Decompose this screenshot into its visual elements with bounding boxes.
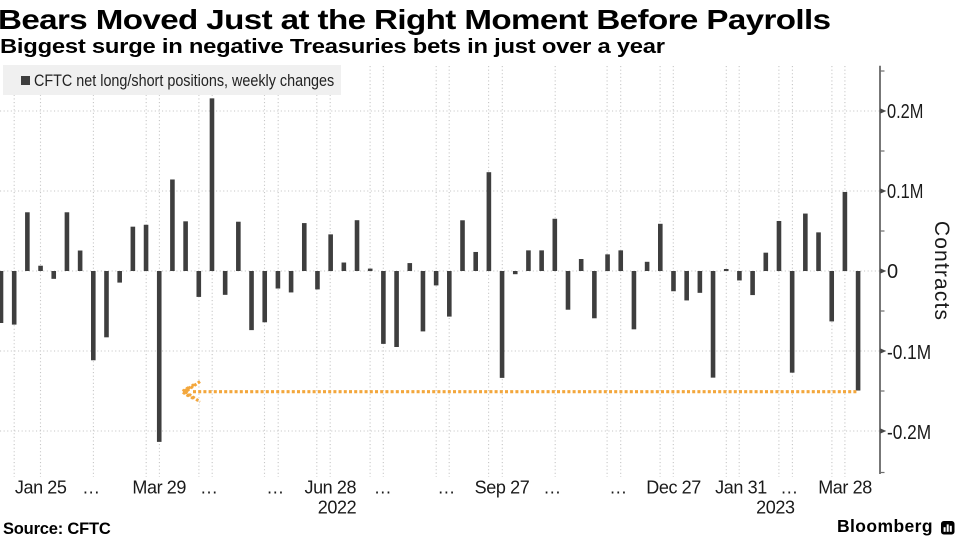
svg-text:…: … <box>266 478 284 498</box>
svg-text:…: … <box>200 478 218 498</box>
svg-text:Mar 28: Mar 28 <box>818 478 872 498</box>
svg-text:0: 0 <box>887 261 898 283</box>
svg-text:0.2M: 0.2M <box>887 101 923 123</box>
svg-text:Jan 31: Jan 31 <box>715 478 767 498</box>
svg-text:…: … <box>780 478 798 498</box>
svg-text:…: … <box>543 478 561 498</box>
svg-text:Dec 27: Dec 27 <box>646 478 701 498</box>
svg-text:Jan 25: Jan 25 <box>15 478 67 498</box>
svg-text:2023: 2023 <box>756 498 795 518</box>
svg-text:-0.2M: -0.2M <box>887 422 931 444</box>
svg-text:…: … <box>82 478 100 498</box>
svg-text:Contracts: Contracts <box>930 221 953 321</box>
svg-text:0.1M: 0.1M <box>887 181 923 203</box>
svg-text:…: … <box>609 478 627 498</box>
svg-text:2022: 2022 <box>318 498 357 518</box>
svg-text:Mar 29: Mar 29 <box>132 478 186 498</box>
svg-text:-0.1M: -0.1M <box>887 342 931 364</box>
svg-text:Sep 27: Sep 27 <box>475 478 530 498</box>
svg-text:…: … <box>374 478 392 498</box>
svg-text:…: … <box>437 478 455 498</box>
svg-text:Jun 28: Jun 28 <box>304 478 356 498</box>
